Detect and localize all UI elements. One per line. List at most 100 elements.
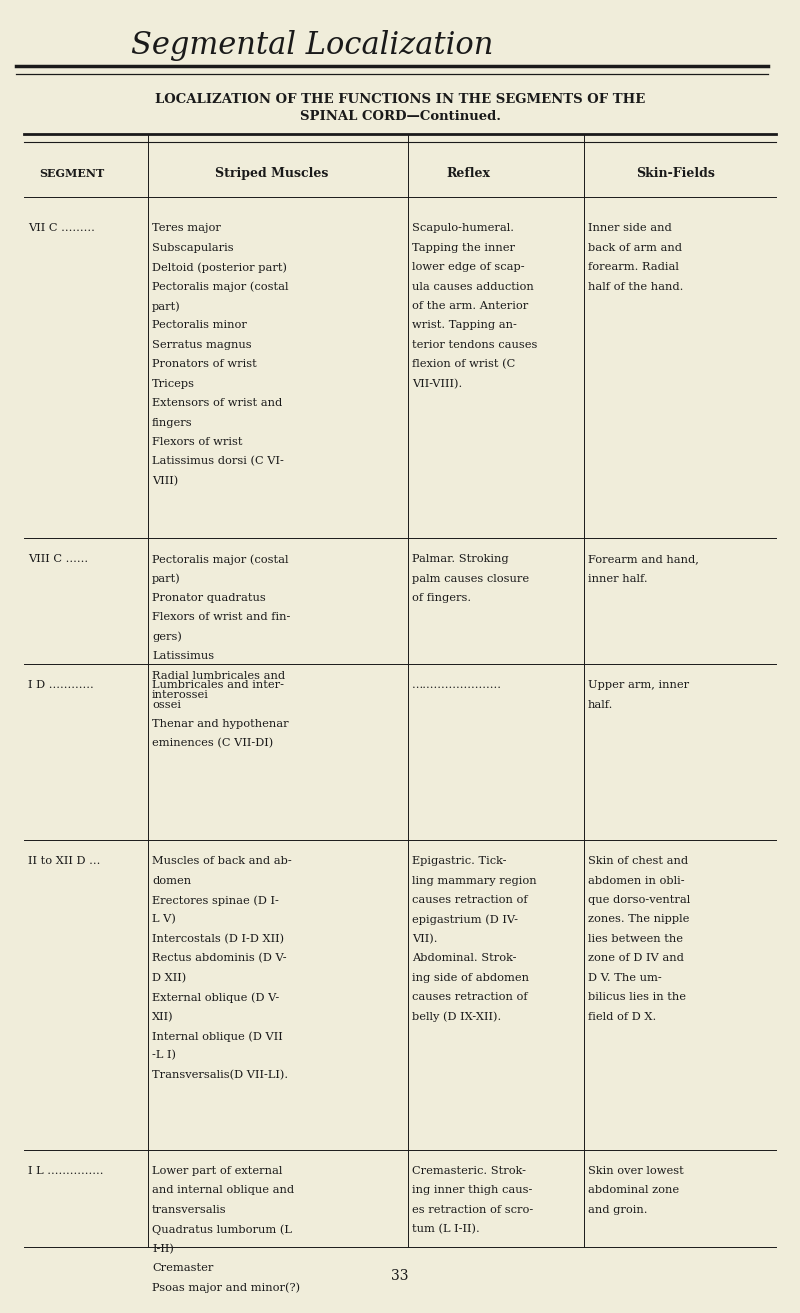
Text: Thenar and hypothenar: Thenar and hypothenar	[152, 720, 289, 729]
Text: interossei: interossei	[152, 691, 209, 700]
Text: I L ……………: I L ……………	[28, 1166, 103, 1176]
Text: II to XII D …: II to XII D …	[28, 856, 100, 867]
Text: part): part)	[152, 574, 181, 584]
Text: abdomen in obli-: abdomen in obli-	[588, 876, 685, 885]
Text: Tapping the inner: Tapping the inner	[412, 243, 515, 252]
Text: causes retraction of: causes retraction of	[412, 895, 528, 905]
Text: field of D X.: field of D X.	[588, 1011, 656, 1022]
Text: eminences (C VII-DI): eminences (C VII-DI)	[152, 738, 274, 748]
Text: Abdominal. Strok-: Abdominal. Strok-	[412, 953, 517, 964]
Text: XII): XII)	[152, 1011, 174, 1022]
Text: ling mammary region: ling mammary region	[412, 876, 537, 885]
Text: Reflex: Reflex	[446, 167, 490, 180]
Text: Epigastric. Tick-: Epigastric. Tick-	[412, 856, 506, 867]
Text: -L I): -L I)	[152, 1050, 176, 1061]
Text: half of the hand.: half of the hand.	[588, 281, 683, 291]
Text: wrist. Tapping an-: wrist. Tapping an-	[412, 320, 517, 331]
Text: Muscles of back and ab-: Muscles of back and ab-	[152, 856, 292, 867]
Text: back of arm and: back of arm and	[588, 243, 682, 252]
Text: ula causes adduction: ula causes adduction	[412, 281, 534, 291]
Text: Skin over lowest: Skin over lowest	[588, 1166, 684, 1176]
Text: I-II): I-II)	[152, 1243, 174, 1254]
Text: ing inner thigh caus-: ing inner thigh caus-	[412, 1186, 532, 1195]
Text: zones. The nipple: zones. The nipple	[588, 914, 690, 924]
Text: Scapulo-humeral.: Scapulo-humeral.	[412, 223, 514, 234]
Text: VIII C ……: VIII C ……	[28, 554, 88, 565]
Text: palm causes closure: palm causes closure	[412, 574, 529, 583]
Text: Flexors of wrist: Flexors of wrist	[152, 437, 242, 446]
Text: SPINAL CORD—Continued.: SPINAL CORD—Continued.	[299, 110, 501, 123]
Text: es retraction of scro-: es retraction of scro-	[412, 1205, 534, 1215]
Text: Pectoralis major (costal: Pectoralis major (costal	[152, 554, 289, 565]
Text: epigastrium (D IV-: epigastrium (D IV-	[412, 914, 518, 924]
Text: D XII): D XII)	[152, 973, 186, 983]
Text: L V): L V)	[152, 914, 176, 924]
Text: Inner side and: Inner side and	[588, 223, 672, 234]
Text: causes retraction of: causes retraction of	[412, 993, 528, 1002]
Text: Skin of chest and: Skin of chest and	[588, 856, 688, 867]
Text: Flexors of wrist and fin-: Flexors of wrist and fin-	[152, 612, 290, 622]
Text: Radial lumbricales and: Radial lumbricales and	[152, 671, 285, 680]
Text: que dorso-ventral: que dorso-ventral	[588, 895, 690, 905]
Text: Lower part of external: Lower part of external	[152, 1166, 282, 1176]
Text: Triceps: Triceps	[152, 378, 195, 389]
Text: Pectoralis minor: Pectoralis minor	[152, 320, 247, 331]
Text: Upper arm, inner: Upper arm, inner	[588, 680, 689, 691]
Text: SEGMENT: SEGMENT	[39, 168, 105, 179]
Text: Deltoid (posterior part): Deltoid (posterior part)	[152, 263, 287, 273]
Text: forearm. Radial: forearm. Radial	[588, 263, 679, 272]
Text: ing side of abdomen: ing side of abdomen	[412, 973, 529, 982]
Text: VII C ………: VII C ………	[28, 223, 95, 234]
Text: bilicus lies in the: bilicus lies in the	[588, 993, 686, 1002]
Text: Segmental Localization: Segmental Localization	[131, 30, 493, 62]
Text: abdominal zone: abdominal zone	[588, 1186, 679, 1195]
Text: Teres major: Teres major	[152, 223, 221, 234]
Text: Transversalis(D VII-LI).: Transversalis(D VII-LI).	[152, 1070, 288, 1081]
Text: inner half.: inner half.	[588, 574, 648, 583]
Text: fingers: fingers	[152, 418, 193, 428]
Text: Lumbricales and inter-: Lumbricales and inter-	[152, 680, 284, 691]
Text: Cremasteric. Strok-: Cremasteric. Strok-	[412, 1166, 526, 1176]
Text: Subscapularis: Subscapularis	[152, 243, 234, 252]
Text: Latissimus dorsi (C VI-: Latissimus dorsi (C VI-	[152, 457, 284, 466]
Text: Serratus magnus: Serratus magnus	[152, 340, 252, 349]
Text: Latissimus: Latissimus	[152, 651, 214, 662]
Text: flexion of wrist (C: flexion of wrist (C	[412, 360, 515, 369]
Text: Erectores spinae (D I-: Erectores spinae (D I-	[152, 895, 279, 906]
Text: zone of D IV and: zone of D IV and	[588, 953, 684, 964]
Text: VII-VIII).: VII-VIII).	[412, 378, 462, 389]
Text: Psoas major and minor(?): Psoas major and minor(?)	[152, 1283, 300, 1293]
Text: ossei: ossei	[152, 700, 181, 709]
Text: lower edge of scap-: lower edge of scap-	[412, 263, 525, 272]
Text: VIII): VIII)	[152, 475, 178, 486]
Text: Palmar. Stroking: Palmar. Stroking	[412, 554, 509, 565]
Text: belly (D IX-XII).: belly (D IX-XII).	[412, 1011, 502, 1022]
Text: Pectoralis major (costal: Pectoralis major (costal	[152, 281, 289, 291]
Text: External oblique (D V-: External oblique (D V-	[152, 993, 279, 1003]
Text: 33: 33	[391, 1270, 409, 1283]
Text: Forearm and hand,: Forearm and hand,	[588, 554, 699, 565]
Text: Quadratus lumborum (L: Quadratus lumborum (L	[152, 1224, 292, 1234]
Text: tum (L I-II).: tum (L I-II).	[412, 1224, 480, 1234]
Text: and groin.: and groin.	[588, 1205, 647, 1215]
Text: Internal oblique (D VII: Internal oblique (D VII	[152, 1031, 282, 1041]
Text: Skin-Fields: Skin-Fields	[637, 167, 715, 180]
Text: of the arm. Anterior: of the arm. Anterior	[412, 301, 528, 311]
Text: part): part)	[152, 301, 181, 311]
Text: Striped Muscles: Striped Muscles	[215, 167, 329, 180]
Text: domen: domen	[152, 876, 191, 885]
Text: Pronator quadratus: Pronator quadratus	[152, 593, 266, 603]
Text: VII).: VII).	[412, 934, 438, 944]
Text: transversalis: transversalis	[152, 1205, 226, 1215]
Text: and internal oblique and: and internal oblique and	[152, 1186, 294, 1195]
Text: Intercostals (D I-D XII): Intercostals (D I-D XII)	[152, 934, 284, 944]
Text: I D …………: I D …………	[28, 680, 94, 691]
Text: Extensors of wrist and: Extensors of wrist and	[152, 398, 282, 408]
Text: of fingers.: of fingers.	[412, 593, 471, 603]
Text: Cremaster: Cremaster	[152, 1263, 214, 1274]
Text: gers): gers)	[152, 632, 182, 642]
Text: Rectus abdominis (D V-: Rectus abdominis (D V-	[152, 953, 286, 964]
Text: D V. The um-: D V. The um-	[588, 973, 662, 982]
Text: terior tendons causes: terior tendons causes	[412, 340, 538, 349]
Text: Pronators of wrist: Pronators of wrist	[152, 360, 257, 369]
